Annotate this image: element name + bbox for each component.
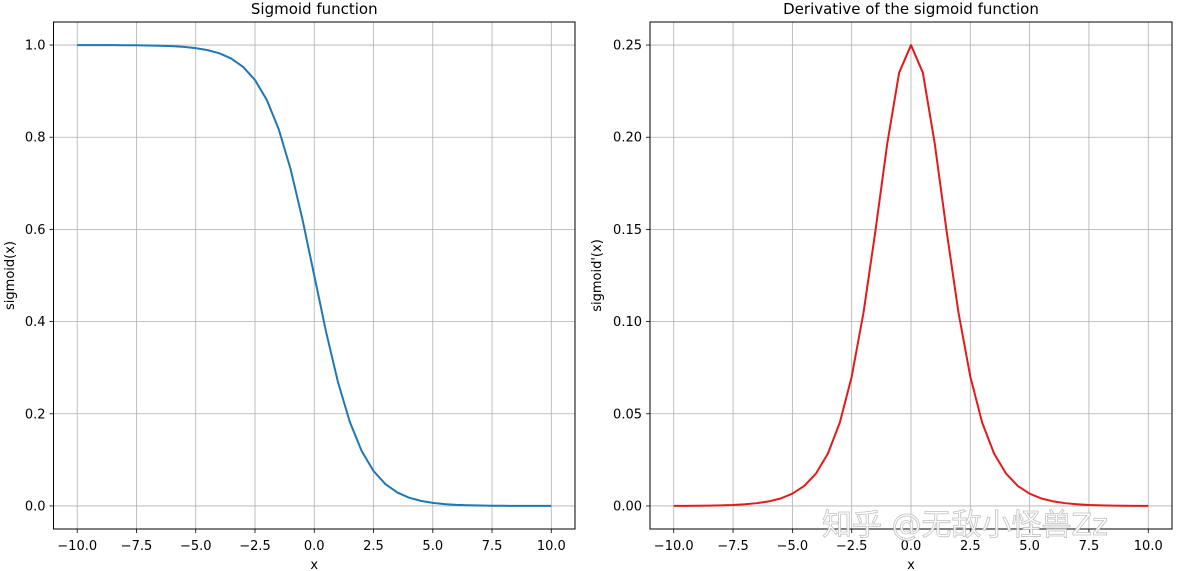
- y-tick-label: 0.2: [25, 407, 46, 422]
- x-tick-label: 10.0: [1134, 539, 1163, 554]
- subplot-1: −10.0 −7.5 −5.0 −2.5 0.0 2.5 5.0 7.5 10.0 0.0 0.2 0…: [3, 0, 576, 571]
- series-line: [673, 44, 1149, 507]
- axes-frame: [53, 21, 576, 530]
- watermark: 知乎 @无敌小怪兽Zz: [822, 508, 1108, 543]
- y-axis-label: sigmoid'(x): [590, 239, 605, 312]
- x-tick-label: 5.0: [422, 539, 443, 554]
- x-tick-label: 7.5: [1079, 539, 1100, 554]
- y-tick-label: 0.00: [613, 499, 642, 514]
- y-tick-label: 0.6: [25, 223, 46, 238]
- y-tick-label: 0.05: [613, 407, 642, 422]
- x-tick-label: 0.0: [304, 539, 325, 554]
- y-tick-label: 0.10: [613, 315, 642, 330]
- y-tick-label: 0.15: [613, 223, 642, 238]
- x-tick-label: −7.5: [121, 539, 153, 554]
- y-tick-label: 0.25: [613, 39, 642, 54]
- x-tick-label: 2.5: [363, 539, 384, 554]
- chart-title: Sigmoid function: [251, 0, 378, 18]
- x-axis-label: x: [907, 558, 915, 571]
- axes-frame: [649, 21, 1173, 530]
- subplot-2: −10.0 −7.5 −5.0 −2.5 0.0 2.5 5.0 7.5 10.0 0.00 0.0…: [590, 0, 1173, 571]
- x-tick-label: 0.0: [901, 539, 922, 554]
- x-tick-label: 10.0: [537, 539, 566, 554]
- x-tick-label: 7.5: [482, 539, 503, 554]
- y-tick-label: 0.20: [613, 131, 642, 146]
- x-tick-label: −10.0: [654, 539, 694, 554]
- x-tick-label: 5.0: [1019, 539, 1040, 554]
- series-line: [77, 44, 552, 507]
- chart-title: Derivative of the sigmoid function: [783, 0, 1039, 18]
- x-tick-label: −2.5: [836, 539, 868, 554]
- y-tick-label: 1.0: [25, 39, 46, 54]
- x-tick-label: −5.0: [777, 539, 809, 554]
- y-tick-label: 0.0: [25, 499, 46, 514]
- x-tick-label: −10.0: [57, 539, 97, 554]
- x-axis-label: x: [310, 558, 318, 571]
- x-tick-label: −7.5: [717, 539, 749, 554]
- x-tick-label: 2.5: [960, 539, 981, 554]
- y-tick-label: 0.8: [25, 131, 46, 146]
- y-axis-label: sigmoid(x): [3, 241, 18, 310]
- x-tick-label: −2.5: [239, 539, 271, 554]
- x-tick-label: −5.0: [180, 539, 212, 554]
- y-tick-label: 0.4: [25, 315, 46, 330]
